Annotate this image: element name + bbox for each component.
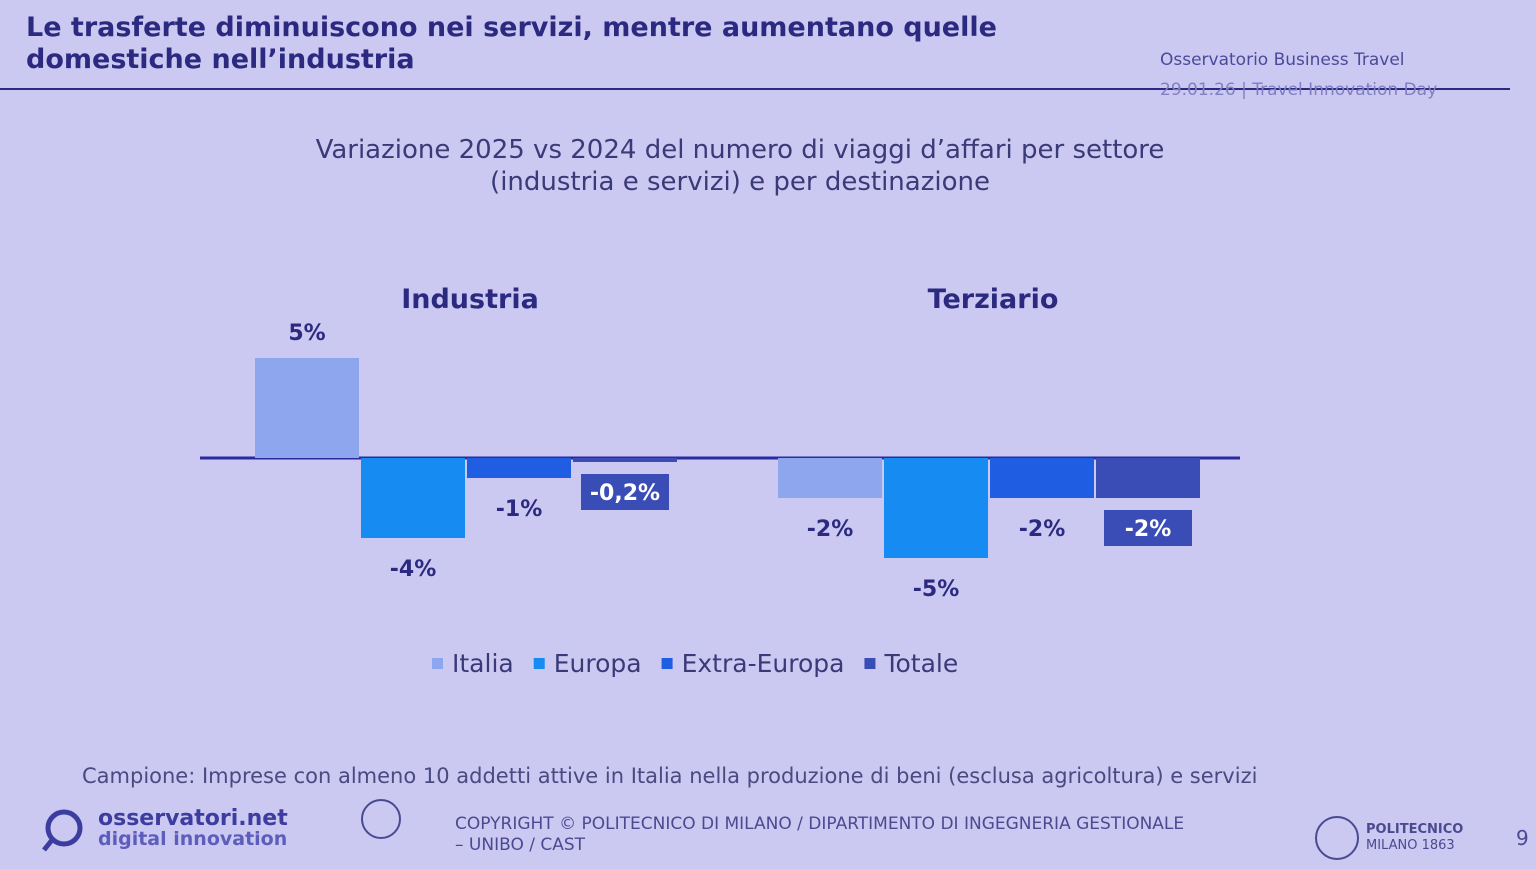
brand-tagline: digital innovation xyxy=(98,828,288,850)
legend-swatch xyxy=(864,658,876,669)
legend-label: Europa xyxy=(554,649,642,678)
polimi-logo xyxy=(1315,816,1359,860)
bar xyxy=(778,458,882,498)
legend-label: Extra-Europa xyxy=(682,649,845,678)
group-label: Industria xyxy=(401,284,539,315)
data-label: -2% xyxy=(1019,517,1065,542)
source: Osservatorio Business Travel xyxy=(1160,50,1405,70)
university: POLITECNICO xyxy=(1366,822,1464,837)
page-number: 9 xyxy=(1516,826,1529,850)
chart: Industria 5% -4% -1% -0,2% Terziario -2% -5% -2%… xyxy=(200,284,1240,678)
brand-logo xyxy=(42,809,83,852)
legend-label: Italia xyxy=(452,649,514,678)
data-label: -2% xyxy=(807,517,853,542)
note: Campione: Imprese con almeno 10 addetti … xyxy=(82,764,1258,788)
slide-title: Le trasferte diminuiscono nei servizi, m… xyxy=(26,12,997,75)
title-rule xyxy=(0,88,1510,90)
bar xyxy=(1096,458,1200,498)
legend-label: Totale xyxy=(883,649,958,678)
bar xyxy=(990,458,1094,498)
data-label: -0,2% xyxy=(590,481,660,506)
legend-swatch xyxy=(533,658,545,669)
data-label: -1% xyxy=(496,497,542,522)
data-label: 5% xyxy=(288,321,325,346)
bar xyxy=(467,458,571,478)
bar xyxy=(361,458,465,538)
data-label: -4% xyxy=(390,557,436,582)
data-label: -2% xyxy=(1125,517,1171,542)
legend-swatch xyxy=(432,658,443,669)
bar xyxy=(573,458,677,462)
bar xyxy=(884,458,988,558)
group-label: Terziario xyxy=(928,284,1059,315)
data-label: -5% xyxy=(913,577,959,602)
bar xyxy=(255,358,359,458)
label-box xyxy=(1104,510,1192,546)
event: 29.01.26 | Travel Innovation Day xyxy=(1160,80,1438,100)
brand: osservatori.net xyxy=(98,806,288,831)
chart-title: Variazione 2025 vs 2024 del numero di vi… xyxy=(315,135,1165,197)
label-box xyxy=(581,474,669,510)
legend-swatch xyxy=(661,658,673,669)
copyright: COPYRIGHT © POLITECNICO DI MILANO / DIPA… xyxy=(455,814,1185,855)
unibo-logo xyxy=(361,799,401,839)
university-sub: MILANO 1863 xyxy=(1366,838,1455,853)
